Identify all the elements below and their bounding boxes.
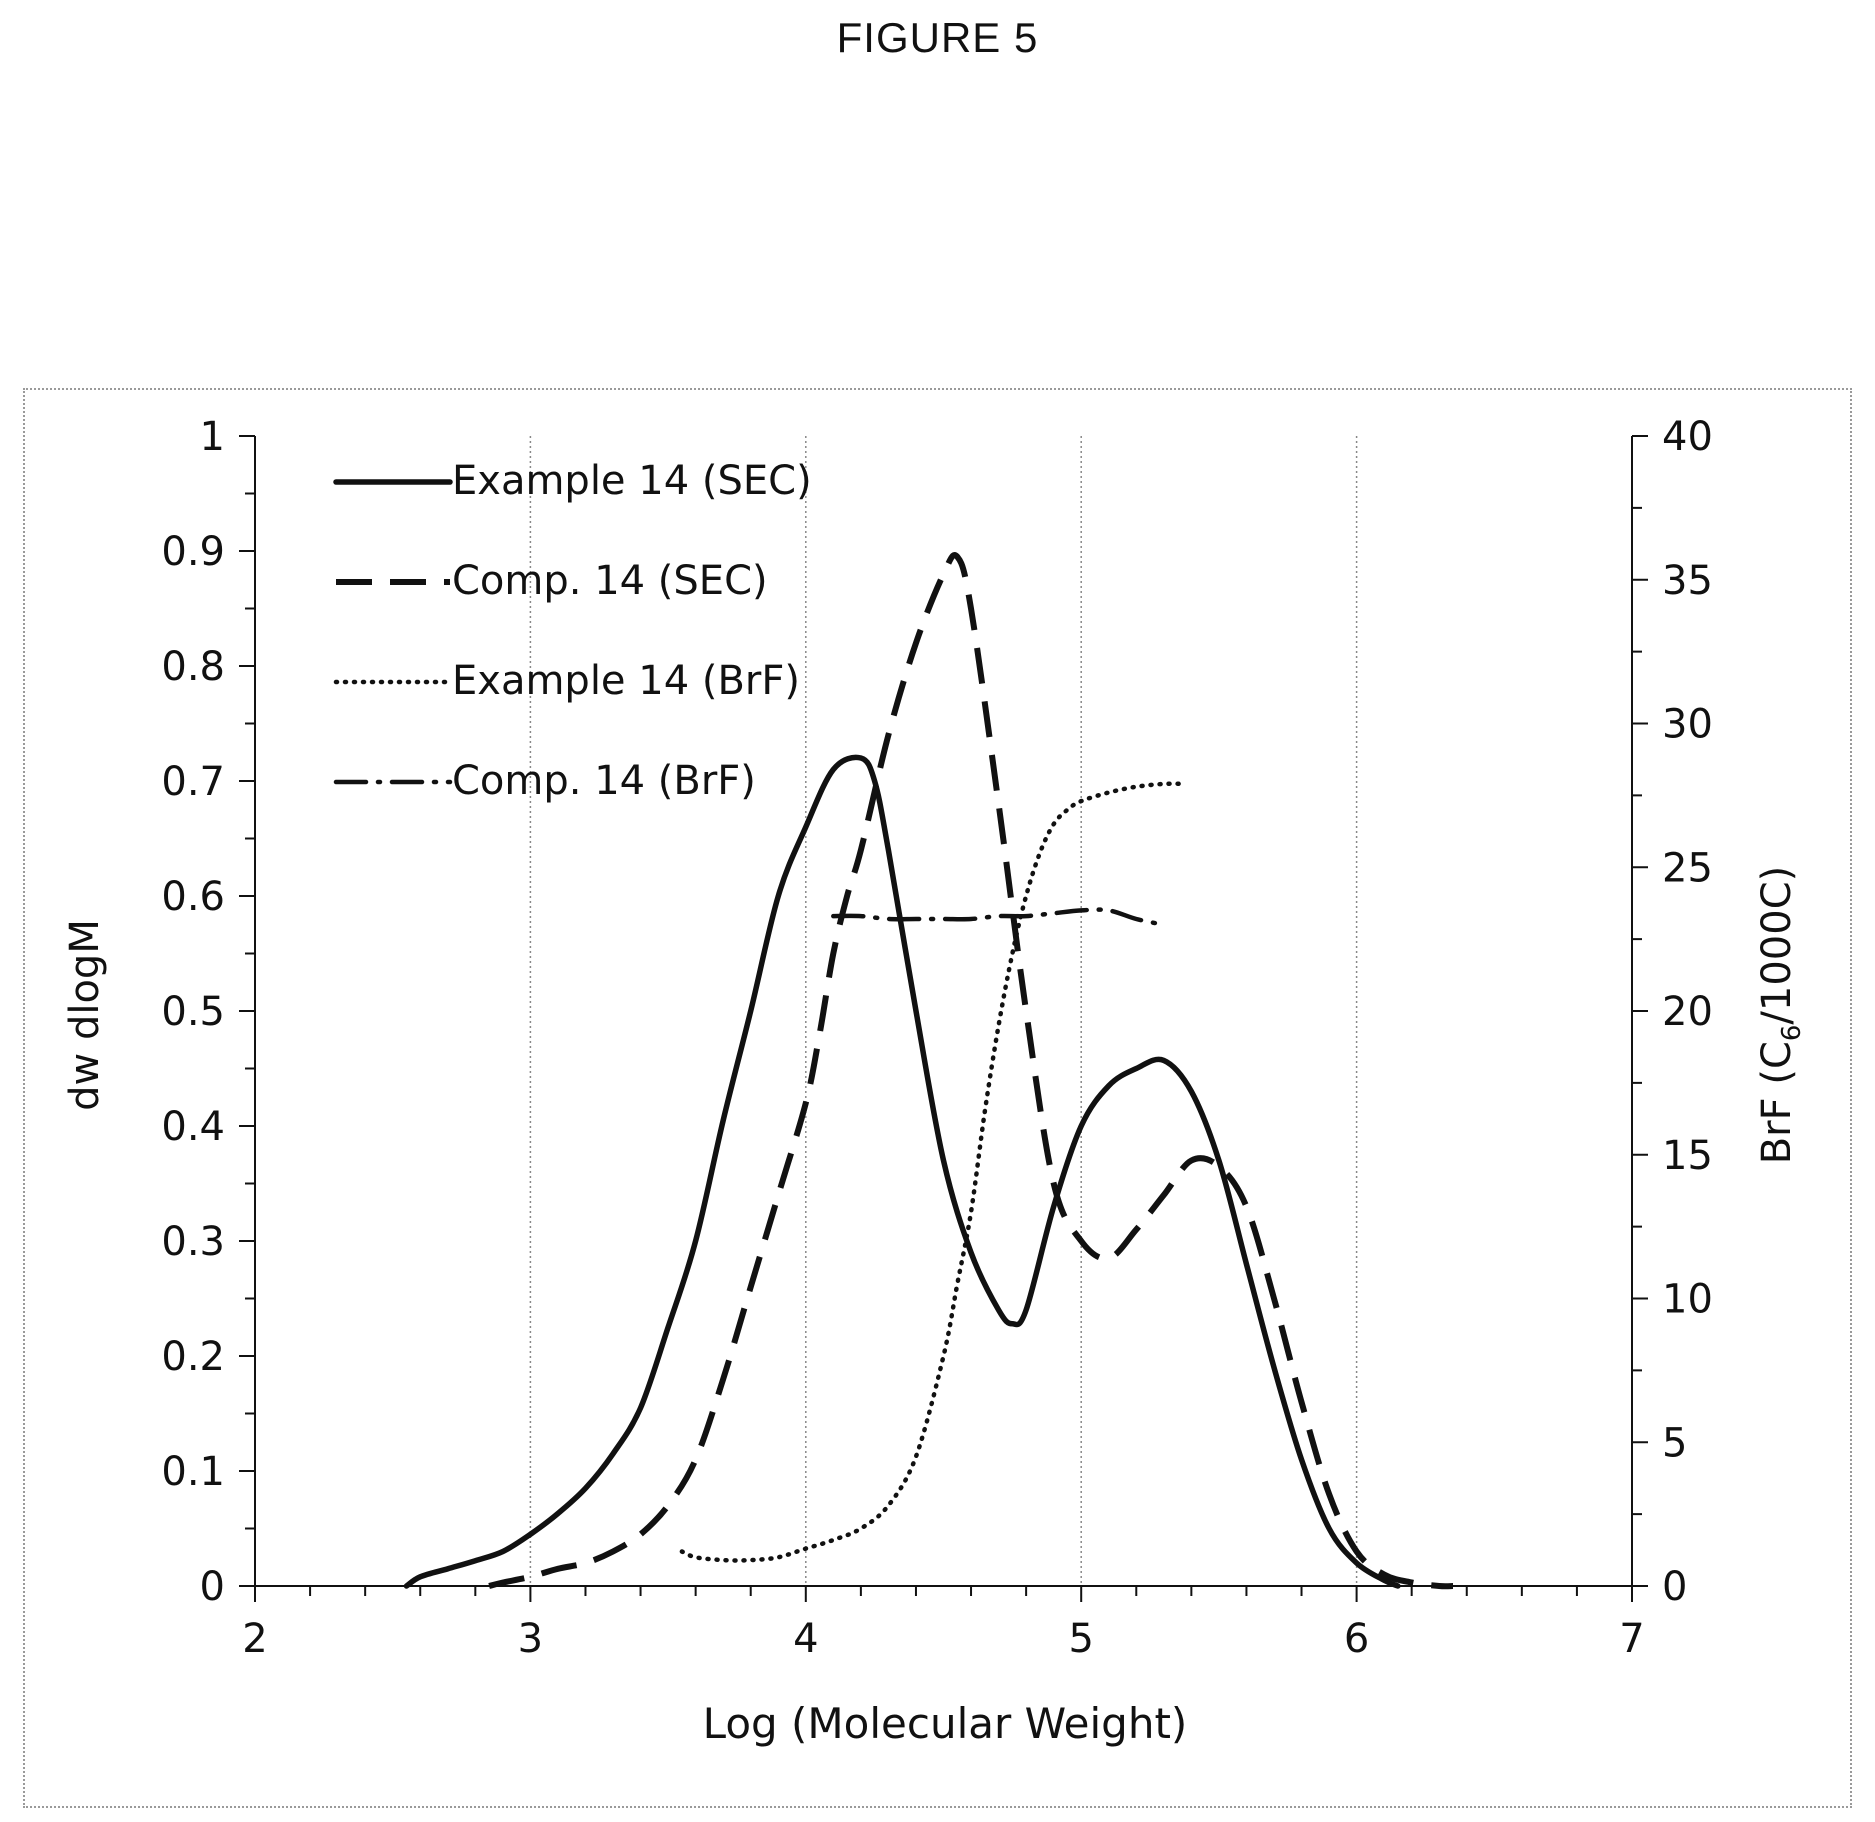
series-layer bbox=[403, 552, 1454, 1590]
y2-tick-label-1: 5 bbox=[1662, 1420, 1687, 1466]
x-tick-label-3: 5 bbox=[1068, 1616, 1093, 1662]
y-axis-label: dw dlogM bbox=[62, 919, 108, 1111]
y2-tick-label-3: 15 bbox=[1662, 1133, 1713, 1179]
y2-tick-label-7: 35 bbox=[1662, 558, 1713, 604]
x-tick-label-0: 2 bbox=[242, 1616, 267, 1662]
y2-tick-label-5: 25 bbox=[1662, 845, 1713, 891]
y2-axis-label: BrF (C6/1000C) bbox=[1754, 866, 1807, 1165]
series-line-1 bbox=[488, 552, 1454, 1590]
y2-tick-label-4: 20 bbox=[1662, 989, 1713, 1035]
y-tick-label-8: 0.8 bbox=[161, 644, 225, 690]
figure-title: FIGURE 5 bbox=[836, 14, 1039, 61]
y2-tick-label-6: 30 bbox=[1662, 702, 1713, 748]
legend-label-2: Example 14 (BrF) bbox=[452, 658, 800, 704]
y-tick-label-6: 0.6 bbox=[161, 874, 225, 920]
x-axis-label: Log (Molecular Weight) bbox=[703, 1699, 1188, 1748]
y-tick-label-0: 0 bbox=[200, 1564, 225, 1610]
y2-axis-label-subscript: 6 bbox=[1777, 1025, 1807, 1042]
y-tick-label-9: 0.9 bbox=[161, 529, 225, 575]
axes-layer: 2 3 4 5 6 700.10.20.30.40.50.60.70.80.9105101… bbox=[161, 414, 1713, 1662]
y2-tick-label-8: 40 bbox=[1662, 414, 1713, 460]
legend-label-1: Comp. 14 (SEC) bbox=[452, 558, 768, 604]
y-tick-label-1: 0.1 bbox=[161, 1449, 225, 1495]
y-tick-label-3: 0.3 bbox=[161, 1219, 225, 1265]
series-line-2 bbox=[679, 781, 1189, 1563]
x-tick-label-2: 4 bbox=[793, 1616, 818, 1662]
legend: Example 14 (SEC) Comp. 14 (SEC) Example 14… bbox=[333, 458, 812, 804]
legend-label-3: Comp. 14 (BrF) bbox=[452, 758, 756, 804]
x-tick-label-5: 7 bbox=[1619, 1616, 1644, 1662]
x-tick-label-4: 6 bbox=[1344, 1616, 1369, 1662]
y-tick-label-2: 0.2 bbox=[161, 1334, 225, 1380]
series-line-3 bbox=[831, 907, 1167, 928]
y-tick-label-10: 1 bbox=[200, 414, 225, 460]
y2-tick-label-2: 10 bbox=[1662, 1277, 1713, 1323]
y2-axis-label-main: BrF (C bbox=[1754, 1041, 1800, 1164]
y-tick-label-7: 0.7 bbox=[161, 759, 225, 805]
y-tick-label-4: 0.4 bbox=[161, 1104, 225, 1150]
legend-label-0: Example 14 (SEC) bbox=[452, 458, 812, 504]
series-line-0 bbox=[403, 754, 1401, 1589]
x-tick-label-1: 3 bbox=[518, 1616, 543, 1662]
y2-tick-label-0: 0 bbox=[1662, 1564, 1687, 1610]
y-tick-label-5: 0.5 bbox=[161, 989, 225, 1035]
grid-layer bbox=[529, 436, 1358, 1586]
chart-frame bbox=[23, 388, 1852, 1808]
y2-axis-label-tail: /1000C) bbox=[1754, 866, 1800, 1025]
